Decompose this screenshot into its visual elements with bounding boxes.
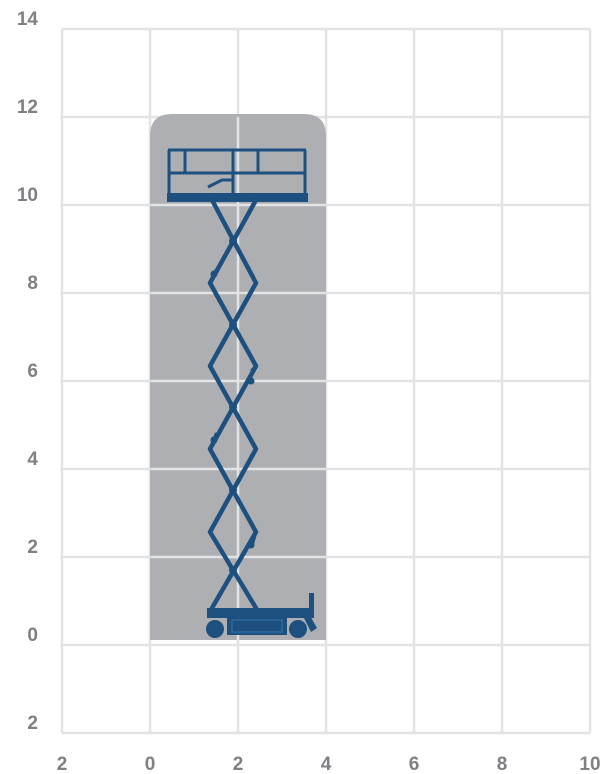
x-tick-label: 2 [233, 754, 244, 774]
chassis [207, 593, 317, 635]
entry-gate [207, 178, 233, 189]
y-tick-label: 6 [27, 361, 38, 382]
wheel-rear [289, 620, 307, 638]
y-tick-label: 10 [17, 185, 38, 206]
x-tick-label: 8 [497, 754, 508, 774]
pivot [229, 321, 237, 329]
wheels [206, 620, 307, 638]
platform-guardrail [167, 148, 307, 196]
chassis-panel [231, 619, 283, 633]
y-tick-label: 0 [27, 625, 38, 646]
pivot [210, 270, 218, 278]
chassis-nose [304, 614, 317, 632]
y-axis-tick-labels: 14 12 10 8 6 4 2 0 2 [17, 9, 39, 734]
y-tick-label: 2 [27, 713, 38, 734]
platform-deck [167, 193, 308, 202]
pivot [247, 541, 255, 549]
x-tick-label: 6 [409, 754, 420, 774]
x-tick-label: 4 [321, 754, 332, 774]
y-tick-label: 4 [27, 449, 38, 470]
pivot [229, 237, 237, 245]
x-tick-label: 10 [579, 754, 600, 774]
wheel-front [206, 620, 224, 638]
scissor-pivots [210, 237, 255, 574]
y-tick-label: 2 [27, 537, 38, 558]
chassis-frame [207, 608, 311, 618]
y-tick-label: 12 [17, 97, 38, 118]
pivot [229, 566, 237, 574]
x-tick-label: 0 [145, 754, 156, 774]
grid-lines-over-envelope [150, 117, 326, 645]
x-axis-tick-labels: 2 0 2 4 6 8 10 [57, 754, 601, 774]
pivot [229, 403, 237, 411]
pivot [247, 377, 255, 385]
guide-post [309, 593, 314, 618]
chassis-body [227, 618, 287, 635]
pivot [229, 486, 237, 494]
x-tick-label: 2 [57, 754, 68, 774]
scissor-lift-icon [167, 148, 317, 638]
pivot [210, 436, 218, 444]
y-tick-label: 8 [27, 273, 38, 294]
y-tick-label: 14 [17, 9, 39, 30]
